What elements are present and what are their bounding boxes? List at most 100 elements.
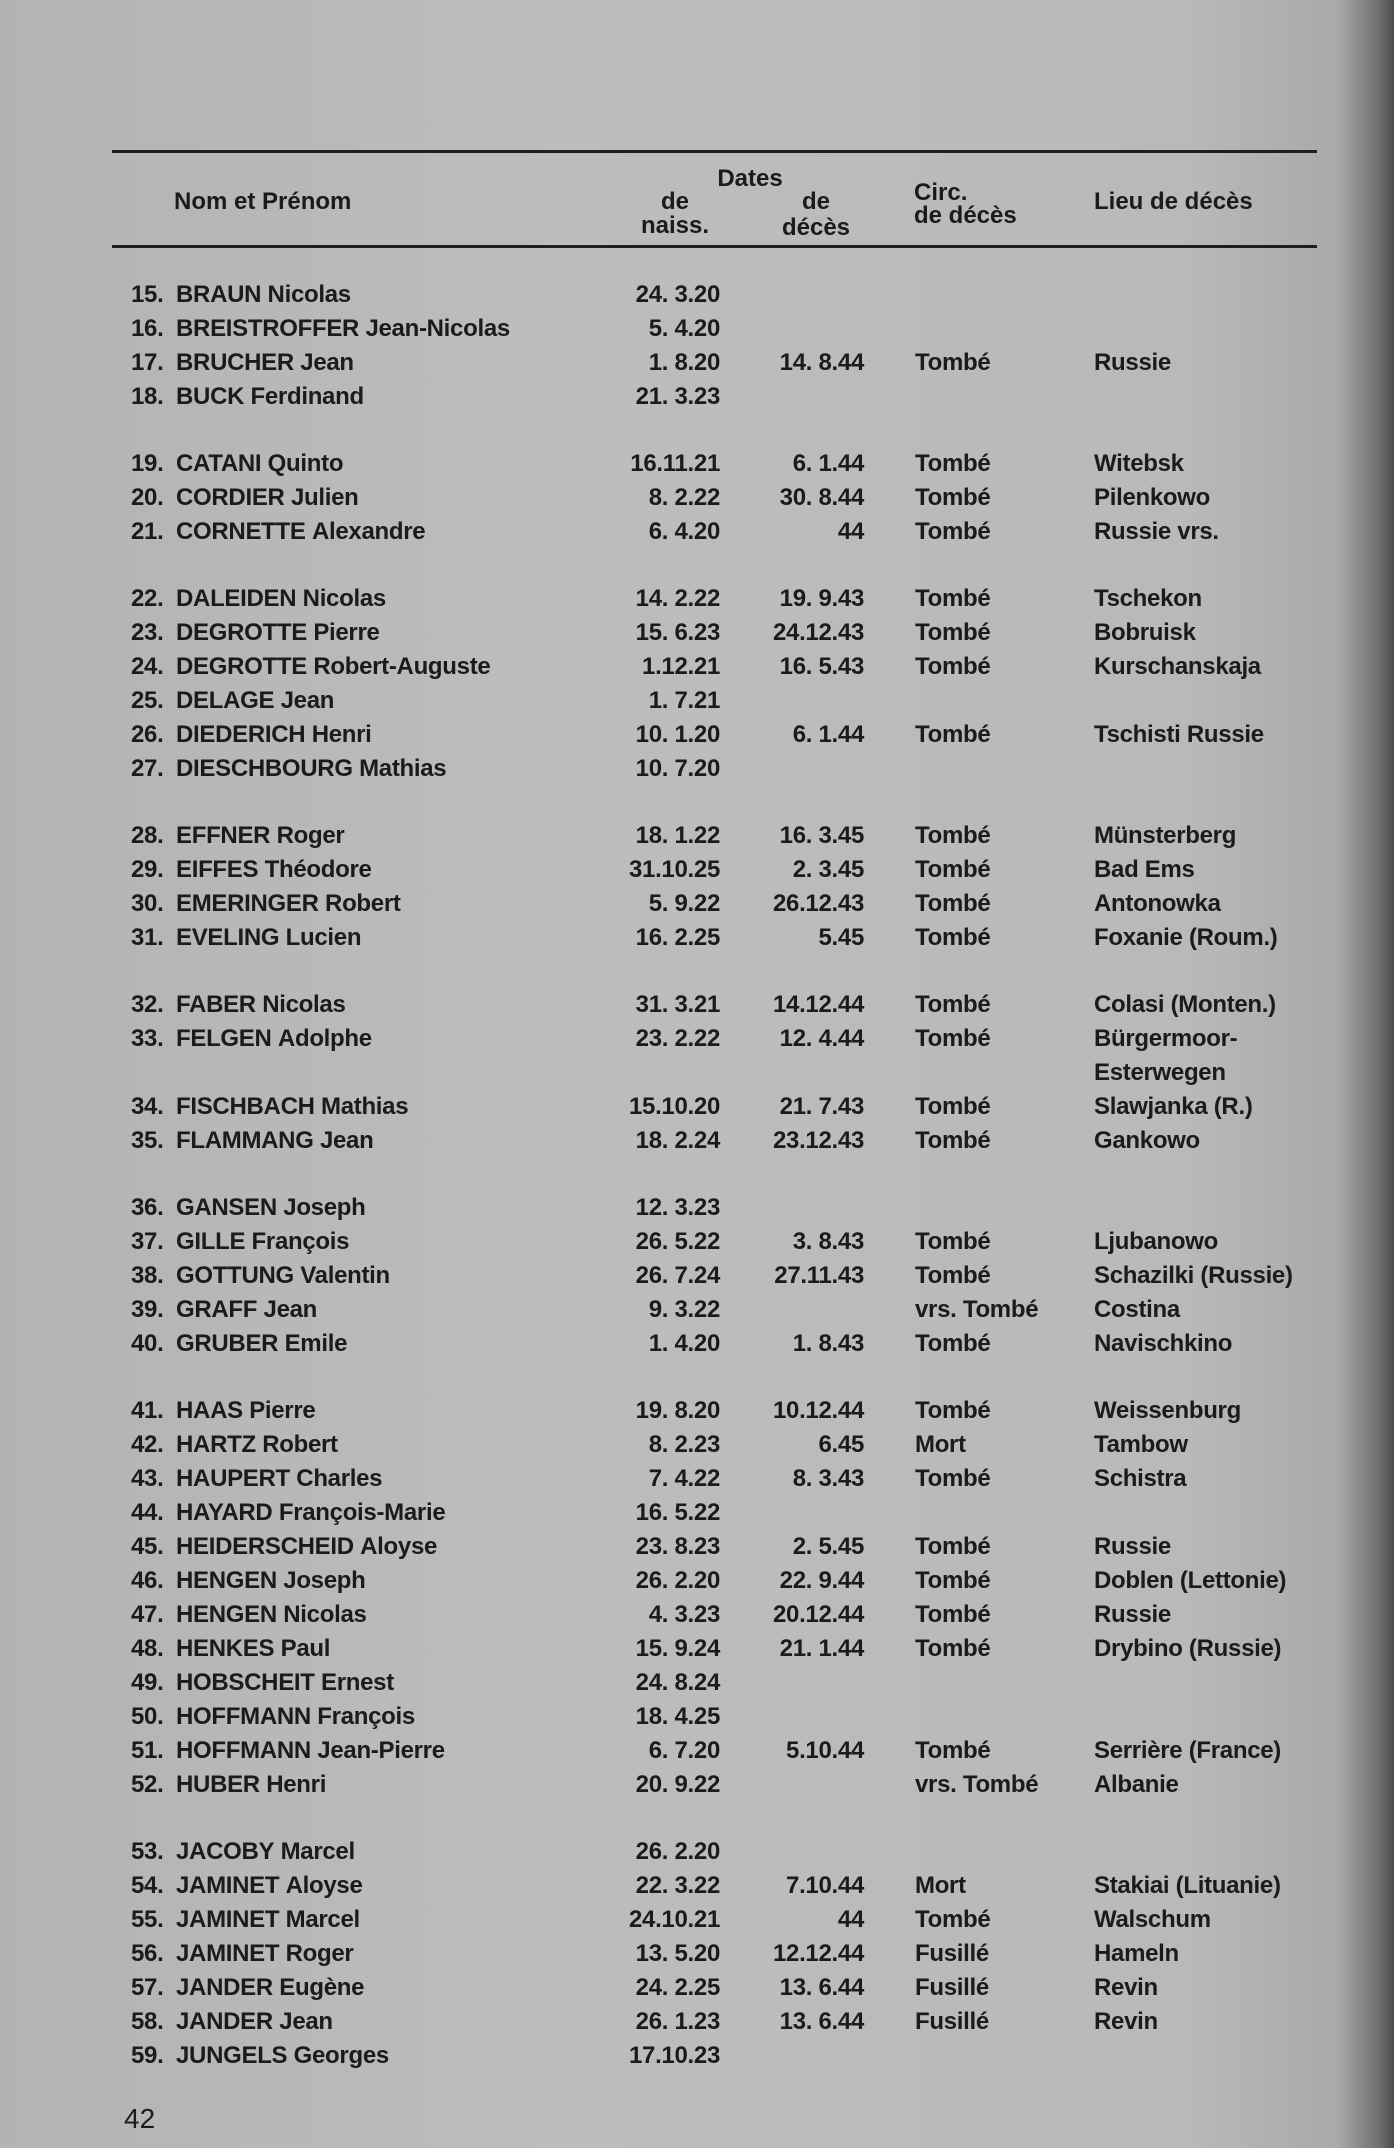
full-name: HENKES Paul [176, 1632, 330, 1666]
death-place: Tschisti Russie [1094, 721, 1264, 748]
table-row: 23. DEGROTTE Pierre 15. 6.23 24.12.43 Tombé B… [0, 616, 1394, 650]
full-name: DEGROTTE Robert-Auguste [176, 650, 491, 684]
full-name: EVELING Lucien [176, 921, 361, 955]
table-row: 35. FLAMMANG Jean 18. 2.24 23.12.43 Tombé Gan… [0, 1124, 1394, 1158]
first-name: Joseph [283, 1194, 366, 1221]
surname: GRUBER [176, 1330, 279, 1357]
birth-date: 9. 3.22 [648, 1296, 721, 1323]
birth-date: 16. 5.22 [635, 1499, 721, 1526]
death-date: 6. 1.44 [792, 721, 865, 748]
death-date: 2. 5.45 [792, 1533, 865, 1560]
birth-date: 31. 3.21 [635, 991, 721, 1018]
death-circumstance: Tombé [915, 1397, 991, 1424]
row-number: 32. [131, 991, 164, 1018]
first-name: Henri [311, 721, 372, 748]
surname: BUCK [176, 383, 245, 410]
full-name: FABER Nicolas [176, 988, 346, 1022]
row-number: 34. [131, 1093, 164, 1120]
birth-date: 26. 7.24 [635, 1262, 721, 1289]
full-name: HOBSCHEIT Ernest [176, 1666, 394, 1700]
death-circumstance: Tombé [915, 518, 991, 545]
death-place: Doblen (Lettonie) [1094, 1567, 1287, 1594]
birth-date: 18. 2.24 [635, 1127, 721, 1154]
birth-date: 19. 8.20 [635, 1397, 721, 1424]
death-place: Münsterberg [1094, 822, 1237, 849]
surname: GRAFF [176, 1296, 258, 1323]
birth-date: 22. 3.22 [635, 1872, 721, 1899]
row-number: 35. [131, 1127, 164, 1154]
death-place-continued: Esterwegen [1094, 1059, 1226, 1086]
row-number: 38. [131, 1262, 164, 1289]
first-name: Emile [284, 1330, 348, 1357]
table-row-continuation: Esterwegen [0, 1056, 1394, 1090]
death-circumstance: Tombé [915, 1228, 991, 1255]
full-name: HOFFMANN Jean-Pierre [176, 1734, 445, 1768]
surname: JUNGELS [176, 2042, 288, 2069]
surname: DIEDERICH [176, 721, 306, 748]
table-row: 49. HOBSCHEIT Ernest 24. 8.24 [0, 1666, 1394, 1700]
death-place: Albanie [1094, 1771, 1179, 1798]
surname: GANSEN [176, 1194, 277, 1221]
row-number: 33. [131, 1025, 164, 1052]
death-date: 14.12.44 [772, 991, 864, 1018]
row-number: 47. [131, 1601, 164, 1628]
death-circumstance: vrs. Tombé [915, 1296, 1039, 1323]
death-date: 12.12.44 [772, 1940, 864, 1967]
first-name: Ernest [321, 1669, 394, 1696]
header-circ-1: Circ. [914, 179, 968, 206]
first-name: Aloyse [360, 1533, 438, 1560]
surname: FLAMMANG [176, 1127, 314, 1154]
page-number: 42 [124, 2103, 156, 2134]
row-number: 41. [131, 1397, 164, 1424]
first-name: Jean [280, 687, 335, 714]
death-place: Schistra [1094, 1465, 1187, 1492]
first-name: Marcel [280, 1838, 356, 1865]
first-name: Nicolas [302, 585, 387, 612]
death-date: 44 [837, 518, 864, 545]
death-circumstance: Mort [915, 1872, 966, 1899]
first-name: Jean-Pierre [317, 1737, 445, 1764]
surname: DEGROTTE [176, 619, 307, 646]
first-name: Robert-Auguste [313, 653, 491, 680]
first-name: Ferdinand [250, 383, 365, 410]
table-row: 15. BRAUN Nicolas 24. 3.20 [0, 278, 1394, 312]
surname: HOFFMANN [176, 1703, 311, 1730]
death-date: 10.12.44 [772, 1397, 864, 1424]
death-place: Pilenkowo [1094, 484, 1210, 511]
first-name: Robert [262, 1431, 338, 1458]
birth-date: 5. 4.20 [648, 315, 721, 342]
birth-date: 8. 2.23 [648, 1431, 721, 1458]
full-name: GANSEN Joseph [176, 1191, 366, 1225]
death-place: Walschum [1094, 1906, 1211, 1933]
death-place: Weissenburg [1094, 1397, 1241, 1424]
death-place: Bürgermoor- [1094, 1025, 1238, 1052]
birth-date: 26. 5.22 [635, 1228, 721, 1255]
table-row: 37. GILLE François 26. 5.22 3. 8.43 Tombé Lju… [0, 1225, 1394, 1259]
full-name: GRAFF Jean [176, 1293, 317, 1327]
death-date: 1. 8.43 [792, 1330, 865, 1357]
surname: HUBER [176, 1771, 260, 1798]
death-place: Costina [1094, 1296, 1180, 1323]
surname: HENGEN [176, 1567, 277, 1594]
table-row: 33. FELGEN Adolphe 23. 2.22 12. 4.44 Tombé Bü… [0, 1022, 1394, 1056]
full-name: HARTZ Robert [176, 1428, 338, 1462]
row-number: 44. [131, 1499, 164, 1526]
full-name: BREISTROFFER Jean-Nicolas [176, 312, 510, 346]
death-circumstance: Tombé [915, 450, 991, 477]
birth-date: 18. 1.22 [635, 822, 721, 849]
row-number: 52. [131, 1771, 164, 1798]
death-circumstance: Tombé [915, 1737, 991, 1764]
row-number: 30. [131, 890, 164, 917]
death-circumstance: Tombé [915, 585, 991, 612]
birth-date: 13. 5.20 [635, 1940, 721, 1967]
birth-date: 21. 3.23 [635, 383, 721, 410]
death-place: Navischkino [1094, 1330, 1233, 1357]
death-circumstance: Tombé [915, 1465, 991, 1492]
surname: JANDER [176, 1974, 273, 2001]
row-number: 18. [131, 383, 164, 410]
row-number: 51. [131, 1737, 164, 1764]
table-row: 18. BUCK Ferdinand 21. 3.23 [0, 380, 1394, 414]
birth-date: 1. 7.21 [648, 687, 721, 714]
birth-date: 20. 9.22 [635, 1771, 721, 1798]
death-date: 24.12.43 [772, 619, 864, 646]
